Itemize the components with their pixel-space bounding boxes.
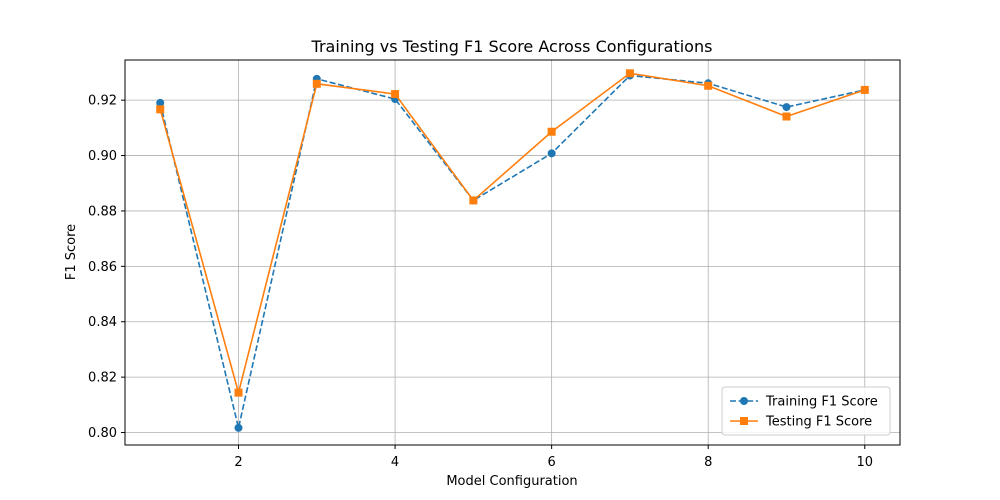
x-tick-label: 2 bbox=[234, 455, 242, 470]
chart-title: Training vs Testing F1 Score Across Conf… bbox=[311, 37, 713, 56]
testing-f1-score-point bbox=[391, 90, 400, 99]
y-axis-label: F1 Score bbox=[64, 224, 79, 280]
y-tick-label: 0.90 bbox=[88, 149, 117, 164]
testing-f1-score-point bbox=[312, 79, 321, 88]
legend-training-f1-score-marker bbox=[740, 397, 748, 405]
plot-frame bbox=[124, 59, 901, 446]
x-tick-label: 4 bbox=[391, 455, 399, 470]
x-axis-label: Model Configuration bbox=[446, 474, 577, 489]
y-tick-label: 0.80 bbox=[88, 426, 117, 441]
training-f1-score-point bbox=[547, 149, 556, 158]
y-tick-label: 0.92 bbox=[88, 94, 117, 109]
testing-f1-score-point bbox=[625, 69, 634, 78]
testing-f1-score-point bbox=[860, 85, 869, 94]
legend-testing-f1-score-label: Testing F1 Score bbox=[765, 415, 872, 430]
training-f1-score-point bbox=[782, 103, 791, 112]
plot-area bbox=[156, 69, 869, 432]
training-f1-score-point bbox=[234, 423, 243, 432]
testing-f1-score-point bbox=[234, 388, 243, 397]
y-tick-label: 0.86 bbox=[88, 260, 117, 275]
x-tick-label: 10 bbox=[856, 455, 873, 470]
y-axis-ticks: 0.80 0.82 0.84 0.86 0.88 0.90 0.92 bbox=[88, 94, 125, 441]
training-f1-score-line bbox=[159, 74, 865, 429]
testing-f1-score-point bbox=[547, 127, 556, 136]
y-tick-label: 0.84 bbox=[88, 315, 117, 330]
testing-f1-score-point bbox=[156, 105, 165, 114]
training-f1-score-point bbox=[156, 98, 165, 107]
testing-f1-score-point bbox=[469, 196, 478, 205]
legend-training-f1-score-label: Training F1 Score bbox=[765, 395, 878, 410]
legend-testing-f1-score-marker bbox=[740, 417, 748, 425]
x-axis-ticks: 2 4 6 8 10 bbox=[234, 445, 873, 470]
x-tick-label: 6 bbox=[548, 455, 556, 470]
x-tick-label: 8 bbox=[704, 455, 712, 470]
grid-lines bbox=[125, 60, 900, 445]
testing-f1-score-point bbox=[782, 112, 791, 121]
testing-f1-score-line bbox=[159, 72, 866, 396]
y-tick-label: 0.88 bbox=[88, 204, 117, 219]
legend: Training F1 Score Testing F1 Score bbox=[721, 386, 891, 436]
legend-box bbox=[721, 386, 891, 436]
testing-f1-score-point bbox=[704, 81, 713, 90]
y-tick-label: 0.82 bbox=[88, 371, 117, 386]
